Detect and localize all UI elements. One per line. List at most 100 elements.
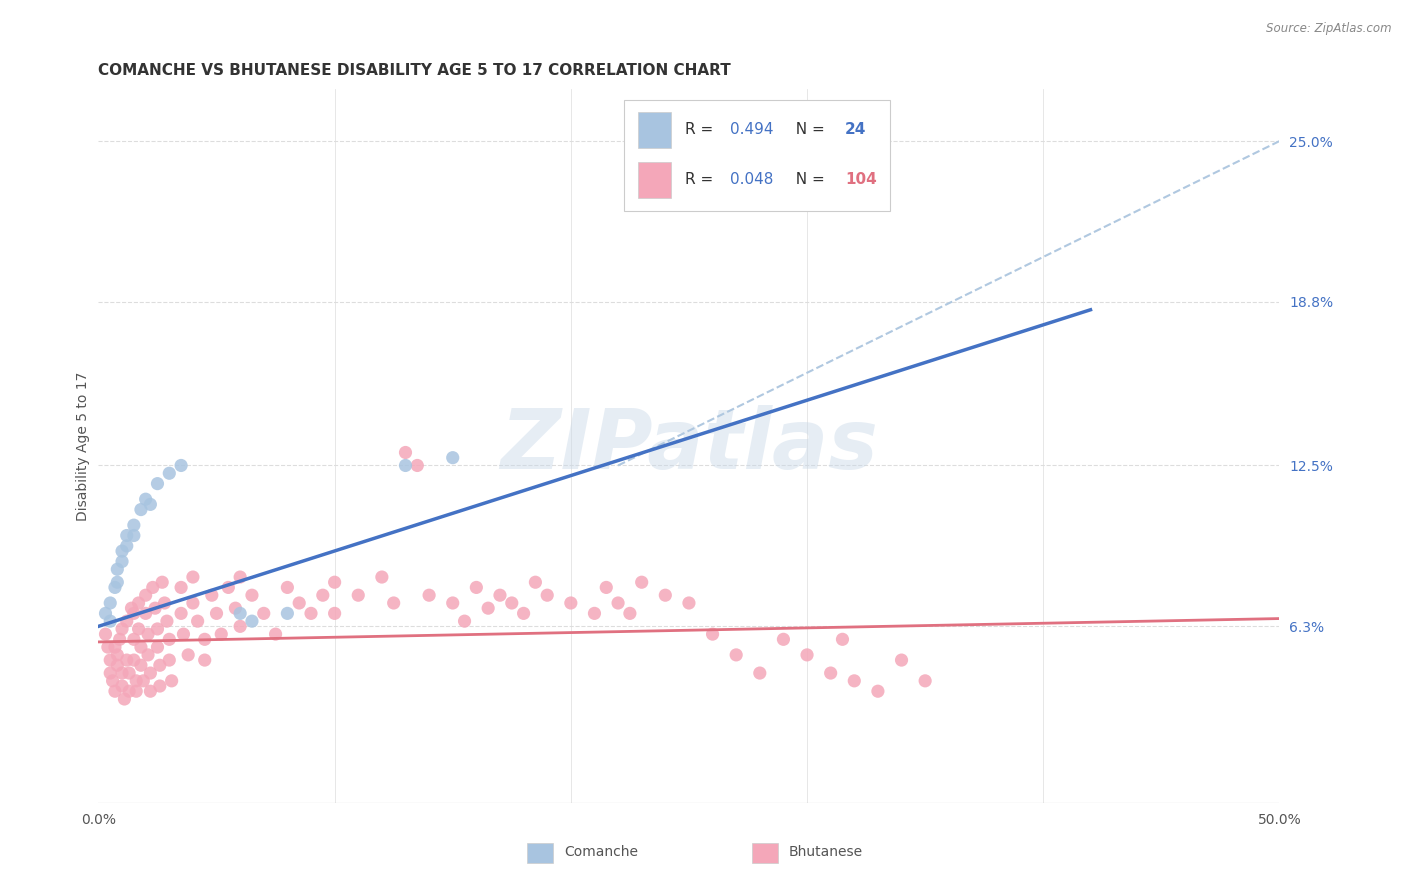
Text: N =: N = [786, 122, 830, 137]
Point [135, 492, 157, 507]
Point [205, 607, 228, 621]
Text: 0.048: 0.048 [730, 172, 773, 187]
Text: Source: ZipAtlas.com: Source: ZipAtlas.com [1267, 22, 1392, 36]
Point [394, 458, 416, 473]
Point [105, 658, 128, 673]
Point [820, 666, 842, 681]
Point [122, 632, 145, 647]
Point [477, 601, 499, 615]
Point [122, 518, 145, 533]
Point [115, 528, 138, 542]
Point [394, 445, 416, 459]
Text: 104: 104 [845, 172, 876, 187]
Point [98, 596, 121, 610]
Point [229, 570, 252, 584]
Point [276, 581, 298, 595]
Point [347, 588, 370, 602]
Point [118, 666, 141, 681]
Point [122, 653, 145, 667]
Point [595, 581, 617, 595]
Point [323, 607, 346, 621]
Point [170, 607, 193, 621]
Point [129, 640, 152, 654]
Point [654, 588, 676, 602]
Point [702, 627, 724, 641]
Point [157, 632, 180, 647]
Point [170, 458, 193, 473]
Point [105, 575, 128, 590]
Text: R =: R = [685, 122, 718, 137]
Point [866, 684, 889, 698]
Point [323, 575, 346, 590]
Point [172, 627, 194, 641]
Point [831, 632, 853, 647]
Point [288, 596, 311, 610]
Point [772, 632, 794, 647]
Point [94, 627, 117, 641]
Point [187, 614, 209, 628]
Point [229, 619, 252, 633]
Point [98, 614, 121, 628]
Point [128, 622, 150, 636]
Point [146, 476, 169, 491]
Point [312, 588, 335, 602]
FancyBboxPatch shape [638, 112, 671, 148]
Text: N =: N = [786, 172, 830, 187]
Point [489, 588, 512, 602]
Point [441, 596, 464, 610]
Point [94, 607, 117, 621]
Point [406, 458, 429, 473]
Point [129, 658, 152, 673]
Point [276, 607, 298, 621]
Point [796, 648, 818, 662]
Point [146, 622, 169, 636]
Point [170, 581, 193, 595]
Point [299, 607, 322, 621]
Point [501, 596, 523, 610]
Text: R =: R = [685, 172, 718, 187]
Point [98, 653, 121, 667]
Point [115, 614, 138, 628]
Point [150, 575, 173, 590]
Point [101, 673, 124, 688]
Point [128, 596, 150, 610]
Point [890, 653, 912, 667]
Point [125, 673, 148, 688]
Point [512, 607, 534, 621]
Point [201, 588, 224, 602]
Point [796, 134, 818, 148]
Point [418, 588, 440, 602]
Point [115, 653, 138, 667]
Point [122, 607, 145, 621]
Point [118, 684, 141, 698]
Point [678, 596, 700, 610]
Point [139, 684, 162, 698]
Point [136, 627, 159, 641]
Point [583, 607, 606, 621]
Point [441, 450, 464, 465]
Point [157, 653, 180, 667]
Point [104, 581, 127, 595]
Point [129, 502, 152, 516]
Point [132, 673, 155, 688]
Point [121, 601, 143, 615]
Point [453, 614, 475, 628]
Point [108, 632, 131, 647]
Point [98, 666, 121, 681]
Text: 0.494: 0.494 [730, 122, 773, 137]
Point [209, 627, 232, 641]
Point [382, 596, 405, 610]
Point [104, 684, 127, 698]
Text: Comanche: Comanche [564, 845, 638, 859]
Point [181, 570, 204, 584]
FancyBboxPatch shape [638, 162, 671, 198]
Point [149, 679, 172, 693]
Point [748, 666, 770, 681]
Point [122, 528, 145, 542]
Point [146, 640, 169, 654]
Point [156, 614, 179, 628]
Point [139, 666, 162, 681]
Point [97, 640, 120, 654]
Point [143, 601, 166, 615]
Point [914, 673, 936, 688]
